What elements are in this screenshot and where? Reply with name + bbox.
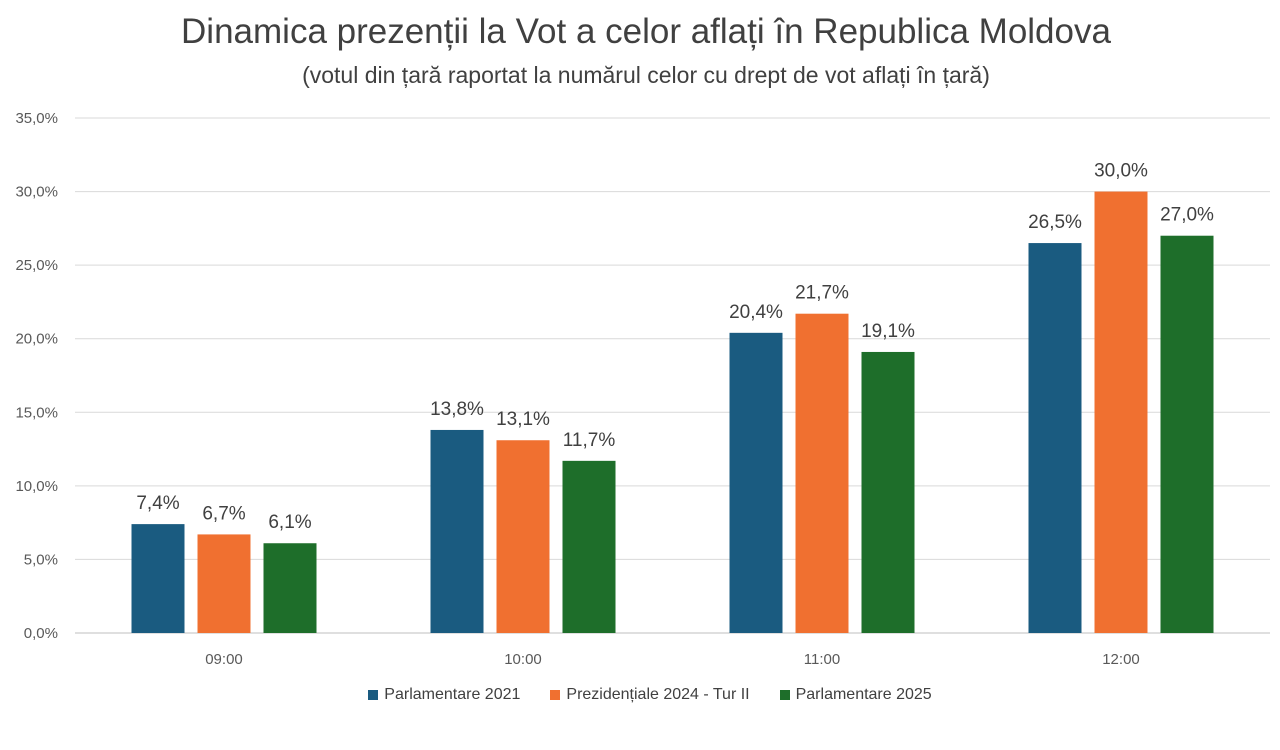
y-tick-label: 30,0% bbox=[15, 184, 58, 201]
data-label: 21,7% bbox=[795, 283, 849, 304]
gridlines bbox=[75, 117, 1270, 634]
bar bbox=[496, 440, 550, 633]
legend-swatch bbox=[779, 690, 790, 700]
data-label: 27,0% bbox=[1160, 205, 1214, 226]
x-tick-label: 10:00 bbox=[504, 651, 542, 668]
bar bbox=[1094, 191, 1148, 634]
bar bbox=[197, 534, 251, 633]
legend-item: Parlamentare 2025 bbox=[779, 686, 932, 704]
x-tick-label: 12:00 bbox=[1102, 651, 1140, 668]
y-axis-ticks: 0,0% 5,0% 10,0% 15,0% 20,0% 25,0% 30,0% 35,0% bbox=[15, 110, 58, 642]
data-label: 13,1% bbox=[496, 409, 550, 430]
data-label: 13,8% bbox=[430, 399, 484, 420]
y-tick-label: 0,0% bbox=[24, 625, 58, 642]
bar-chart: 0,0% 5,0% 10,0% 15,0% 20,0% 25,0% 30,0% 35,0% 7… bbox=[15, 110, 1270, 668]
legend-swatch bbox=[368, 690, 379, 700]
bar bbox=[131, 524, 185, 633]
legend-item: Parlamentare 2021 bbox=[368, 686, 520, 704]
bars bbox=[131, 191, 1214, 634]
bar bbox=[562, 460, 616, 633]
data-label: 26,5% bbox=[1028, 212, 1082, 233]
y-tick-label: 5,0% bbox=[24, 551, 58, 568]
y-tick-label: 20,0% bbox=[15, 331, 58, 348]
chart-title: Dinamica prezenții la Vot a celor aflați… bbox=[181, 12, 1111, 51]
bar bbox=[1028, 243, 1082, 634]
bar bbox=[1160, 235, 1214, 633]
legend-item: Prezidențiale 2024 - Tur II bbox=[550, 686, 750, 704]
y-tick-label: 25,0% bbox=[15, 257, 58, 274]
legend: Parlamentare 2021 Prezidențiale 2024 - Tu… bbox=[0, 686, 1280, 704]
y-tick-label: 10,0% bbox=[15, 478, 58, 495]
y-tick-label: 35,0% bbox=[15, 110, 58, 127]
data-label: 6,7% bbox=[202, 503, 245, 524]
x-axis-ticks: 09:00 10:00 11:00 12:00 bbox=[205, 651, 1140, 668]
data-label: 30,0% bbox=[1094, 161, 1148, 182]
legend-swatch bbox=[550, 690, 561, 700]
legend-label: Parlamentare 2021 bbox=[384, 686, 521, 703]
bar bbox=[263, 543, 317, 633]
data-label: 7,4% bbox=[136, 493, 179, 514]
x-tick-label: 09:00 bbox=[205, 651, 243, 668]
bar bbox=[430, 429, 484, 633]
legend-label: Parlamentare 2025 bbox=[795, 686, 932, 703]
data-label: 20,4% bbox=[729, 302, 783, 323]
x-tick-label: 11:00 bbox=[804, 651, 840, 668]
data-label: 11,7% bbox=[563, 430, 616, 451]
bar bbox=[861, 351, 915, 633]
bar bbox=[795, 313, 849, 633]
y-tick-label: 15,0% bbox=[15, 404, 58, 421]
data-label: 19,1% bbox=[861, 321, 915, 342]
data-label: 6,1% bbox=[268, 512, 311, 533]
data-labels: 7,4% 6,7% 6,1% 13,8% 13,1% 11,7% 20,4% 21,7% 19,… bbox=[136, 161, 1214, 534]
chart-subtitle: (votul din țară raportat la numărul celo… bbox=[302, 62, 990, 88]
legend-label: Prezidențiale 2024 - Tur II bbox=[566, 686, 750, 703]
bar bbox=[729, 332, 783, 633]
